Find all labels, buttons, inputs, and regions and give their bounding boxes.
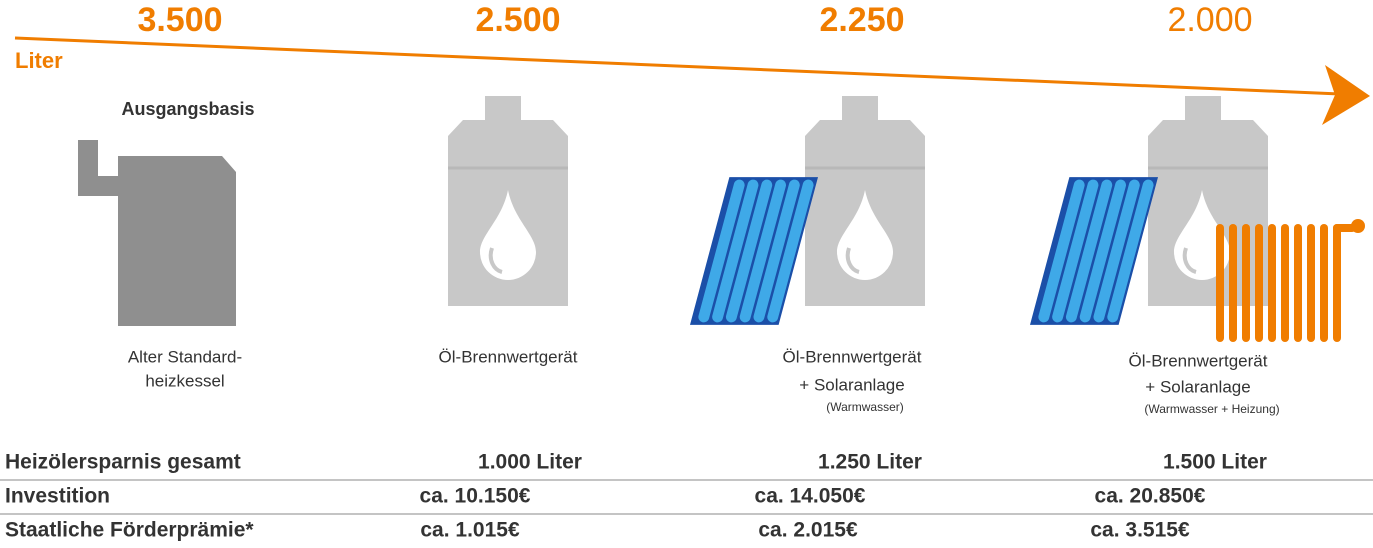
cell: 1.000 Liter: [478, 451, 582, 474]
tag: Ausgangsbasis: [121, 99, 254, 119]
cell: ca. 1.015€: [420, 519, 520, 542]
old-boiler-icon: [78, 140, 236, 326]
infographic: Liter 3.500 2.500 2.250 2.000 Ausgangsba…: [0, 0, 1373, 548]
radiator-valve: [1351, 219, 1365, 233]
amount: 3.500: [137, 1, 222, 39]
caption: Öl-Brennwertgerät: [439, 347, 578, 366]
cell: 1.500 Liter: [1163, 451, 1267, 474]
caption-note: (Warmwasser + Heizung): [1144, 402, 1279, 416]
caption: Öl-Brennwertgerät: [783, 347, 922, 366]
caption: + Solaranlage: [799, 375, 904, 394]
caption-note: (Warmwasser): [826, 400, 904, 414]
cell: ca. 10.150€: [420, 485, 531, 508]
cell: ca. 14.050€: [755, 485, 866, 508]
caption: Alter Standard-: [128, 347, 242, 366]
row-label: Heizölersparnis gesamt: [5, 451, 241, 474]
cell: ca. 2.015€: [758, 519, 858, 542]
arrow-line: [15, 38, 1340, 94]
caption: Öl-Brennwertgerät: [1129, 351, 1268, 370]
row-label: Investition: [5, 485, 110, 508]
amount: 2.000: [1167, 1, 1252, 39]
solar-panel-icon: [1030, 177, 1158, 325]
solar-panel-icon: [690, 177, 818, 325]
amount: 2.250: [819, 1, 904, 39]
caption: + Solaranlage: [1145, 377, 1250, 396]
amount: 2.500: [475, 1, 560, 39]
cell: 1.250 Liter: [818, 451, 922, 474]
cell: ca. 20.850€: [1095, 485, 1206, 508]
row-label: Staatliche Förderprämie*: [5, 519, 254, 542]
arrow-label: Liter: [15, 48, 63, 73]
table: Heizölersparnis gesamt 1.000 Liter 1.250…: [0, 451, 1373, 542]
caption: heizkessel: [145, 371, 224, 390]
cell: ca. 3.515€: [1090, 519, 1190, 542]
